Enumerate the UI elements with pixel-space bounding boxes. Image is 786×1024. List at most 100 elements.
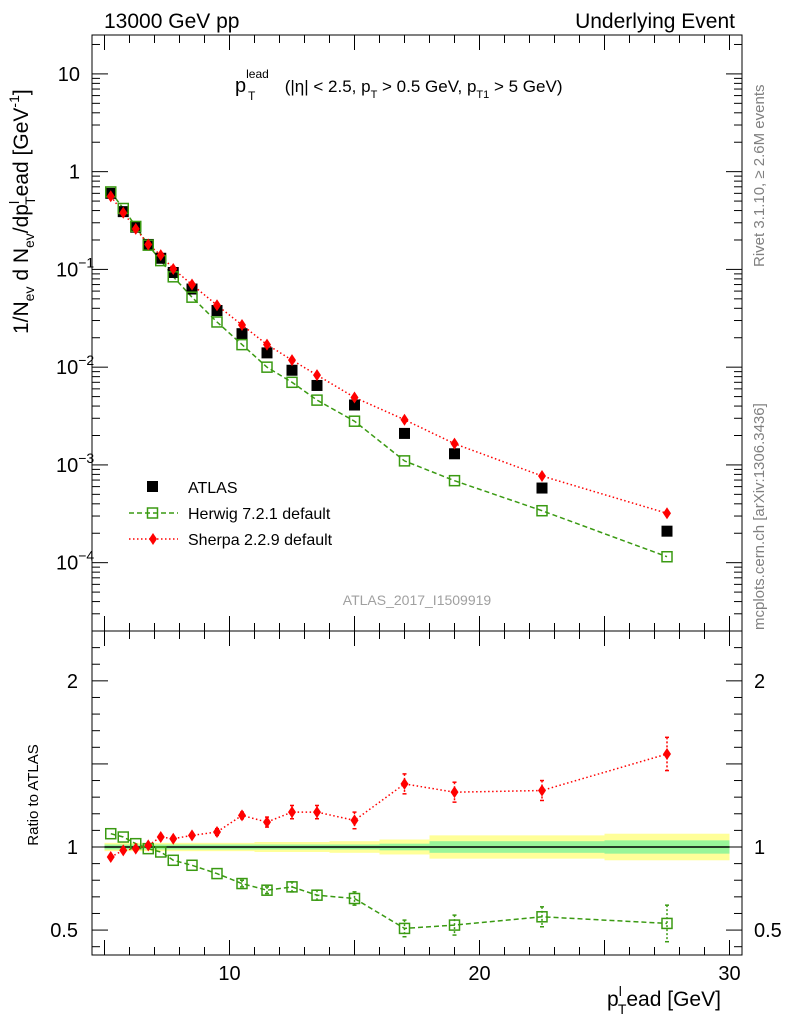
sherpa-ratio-point (288, 806, 296, 819)
herwig-ratio-point (211, 867, 223, 880)
sherpa-point (213, 299, 221, 312)
sherpa-ratio-point (213, 826, 221, 839)
sherpa-ratio-point (450, 786, 459, 799)
y-axis-label-ratio: Ratio to ATLAS (25, 744, 42, 845)
sherpa-point (288, 354, 296, 367)
herwig-ratio-line (110, 832, 668, 930)
herwig-point (261, 361, 273, 373)
annotation-base: p (235, 75, 246, 97)
ratio-panel: 10 20 30 0.5 0.5 1 1 2 2 (50, 630, 782, 985)
herwig-point (536, 504, 548, 517)
sherpa-point (450, 437, 459, 450)
rivet-label: Rivet 3.1.10, ≥ 2.6M events (751, 85, 768, 268)
y-tick-label: 1 (69, 162, 80, 184)
analysis-id: ATLAS_2017_I1509919 (343, 592, 492, 608)
herwig-line (110, 191, 668, 558)
x-tick-label: 20 (468, 963, 490, 985)
herwig-point (311, 394, 323, 406)
herwig-ratio-point (167, 854, 179, 867)
atlas-point (349, 399, 360, 411)
atlas-point (536, 482, 548, 494)
y-tick-label: 10−2 (56, 352, 94, 379)
herwig-ratio-point (536, 911, 548, 923)
sherpa-point (119, 206, 128, 219)
annotation: plead T (|η| < 2.5, pT > 0.5 GeV, pT1 > 5… (235, 67, 562, 103)
herwig-ratio-point (236, 877, 248, 890)
y-tick-label: 10−3 (56, 450, 94, 477)
y-tick-label: 10 (58, 64, 80, 86)
x-axis-label: pl Tead [GeV] (607, 983, 721, 1017)
sherpa-point (188, 278, 196, 291)
sherpa-ratio-point (144, 839, 153, 852)
herwig-ratio-point (117, 831, 129, 843)
legend-sherpa-marker (149, 533, 157, 545)
sherpa-ratio-point (131, 842, 140, 855)
atlas-point (236, 328, 248, 340)
x-tick-label: 30 (718, 963, 740, 985)
herwig-ratio-point (448, 919, 461, 931)
sherpa-ratio-point (169, 832, 178, 845)
y-tick-label: 10−1 (56, 254, 94, 281)
atlas-point (311, 379, 323, 391)
sherpa-ratio-point (663, 747, 671, 760)
sherpa-point (238, 318, 246, 331)
herwig-point (448, 474, 461, 487)
sherpa-point (131, 222, 140, 235)
atlas-point (449, 448, 460, 460)
herwig-ratio-point (261, 884, 273, 896)
herwig-point (236, 338, 248, 351)
sherpa-ratio-point (400, 777, 409, 790)
herwig-point (398, 455, 411, 467)
header-right: Underlying Event (575, 10, 735, 33)
atlas-point (661, 525, 673, 537)
sherpa-point (663, 507, 671, 520)
sherpa-ratio-line (110, 753, 668, 858)
annotation-cond-2: > 0.5 GeV, p (377, 77, 476, 96)
ratio-frame (91, 630, 743, 956)
ratio-y-tick-label-right: 1 (754, 837, 765, 859)
sherpa-point (400, 413, 409, 426)
herwig-ratio-point (398, 922, 411, 935)
sherpa-ratio-point (263, 816, 271, 829)
herwig-ratio-point (348, 892, 361, 905)
sherpa-point (313, 369, 321, 382)
atlas-point (399, 427, 410, 439)
sherpa-ratio-point (119, 844, 128, 857)
sherpa-ratio-point (238, 809, 246, 822)
annotation-sup: lead (246, 67, 269, 81)
sherpa-ratio-point (156, 831, 165, 844)
herwig-ratio-point (311, 889, 323, 901)
legend: ATLAS Herwig 7.2.1 default Sherpa 2.2.9 … (129, 480, 333, 549)
herwig-ratio-point (155, 846, 167, 858)
x-tick-label: 10 (218, 963, 240, 985)
ratio-y-tick-label: 2 (67, 671, 78, 693)
sherpa-point (263, 338, 271, 351)
sherpa-ratio-point (313, 806, 321, 819)
herwig-ratio-point (105, 827, 117, 840)
herwig-ratio-point (186, 859, 198, 872)
sherpa-line (110, 195, 668, 515)
legend-herwig-marker (146, 507, 159, 519)
sherpa-point (350, 391, 359, 404)
sherpa-point (156, 249, 165, 262)
legend-sherpa-label: Sherpa 2.2.9 default (188, 532, 333, 549)
sherpa-point (106, 190, 115, 203)
ratio-y-tick-label-right: 2 (754, 671, 765, 693)
annotation-cond-3: > 5 GeV) (489, 77, 562, 96)
annotation-cond-sub-2: T1 (476, 89, 489, 101)
main-panel: 10−4 10−3 10−2 10−1 1 10 (56, 34, 743, 632)
legend-atlas-marker (147, 481, 158, 492)
ratio-y-tick-label: 0.5 (50, 920, 78, 942)
header-left: 13000 GeV pp (104, 10, 239, 33)
legend-herwig-label: Herwig 7.2.1 default (188, 506, 331, 523)
sherpa-ratio-point (188, 829, 196, 842)
atlas-point (261, 347, 273, 359)
herwig-point (186, 291, 198, 303)
atlas-point (286, 364, 298, 376)
annotation-sub: T (248, 89, 256, 103)
herwig-point (211, 316, 223, 328)
herwig-ratio-point (661, 917, 673, 930)
herwig-ratio-point (286, 881, 298, 893)
herwig-point (348, 415, 361, 427)
